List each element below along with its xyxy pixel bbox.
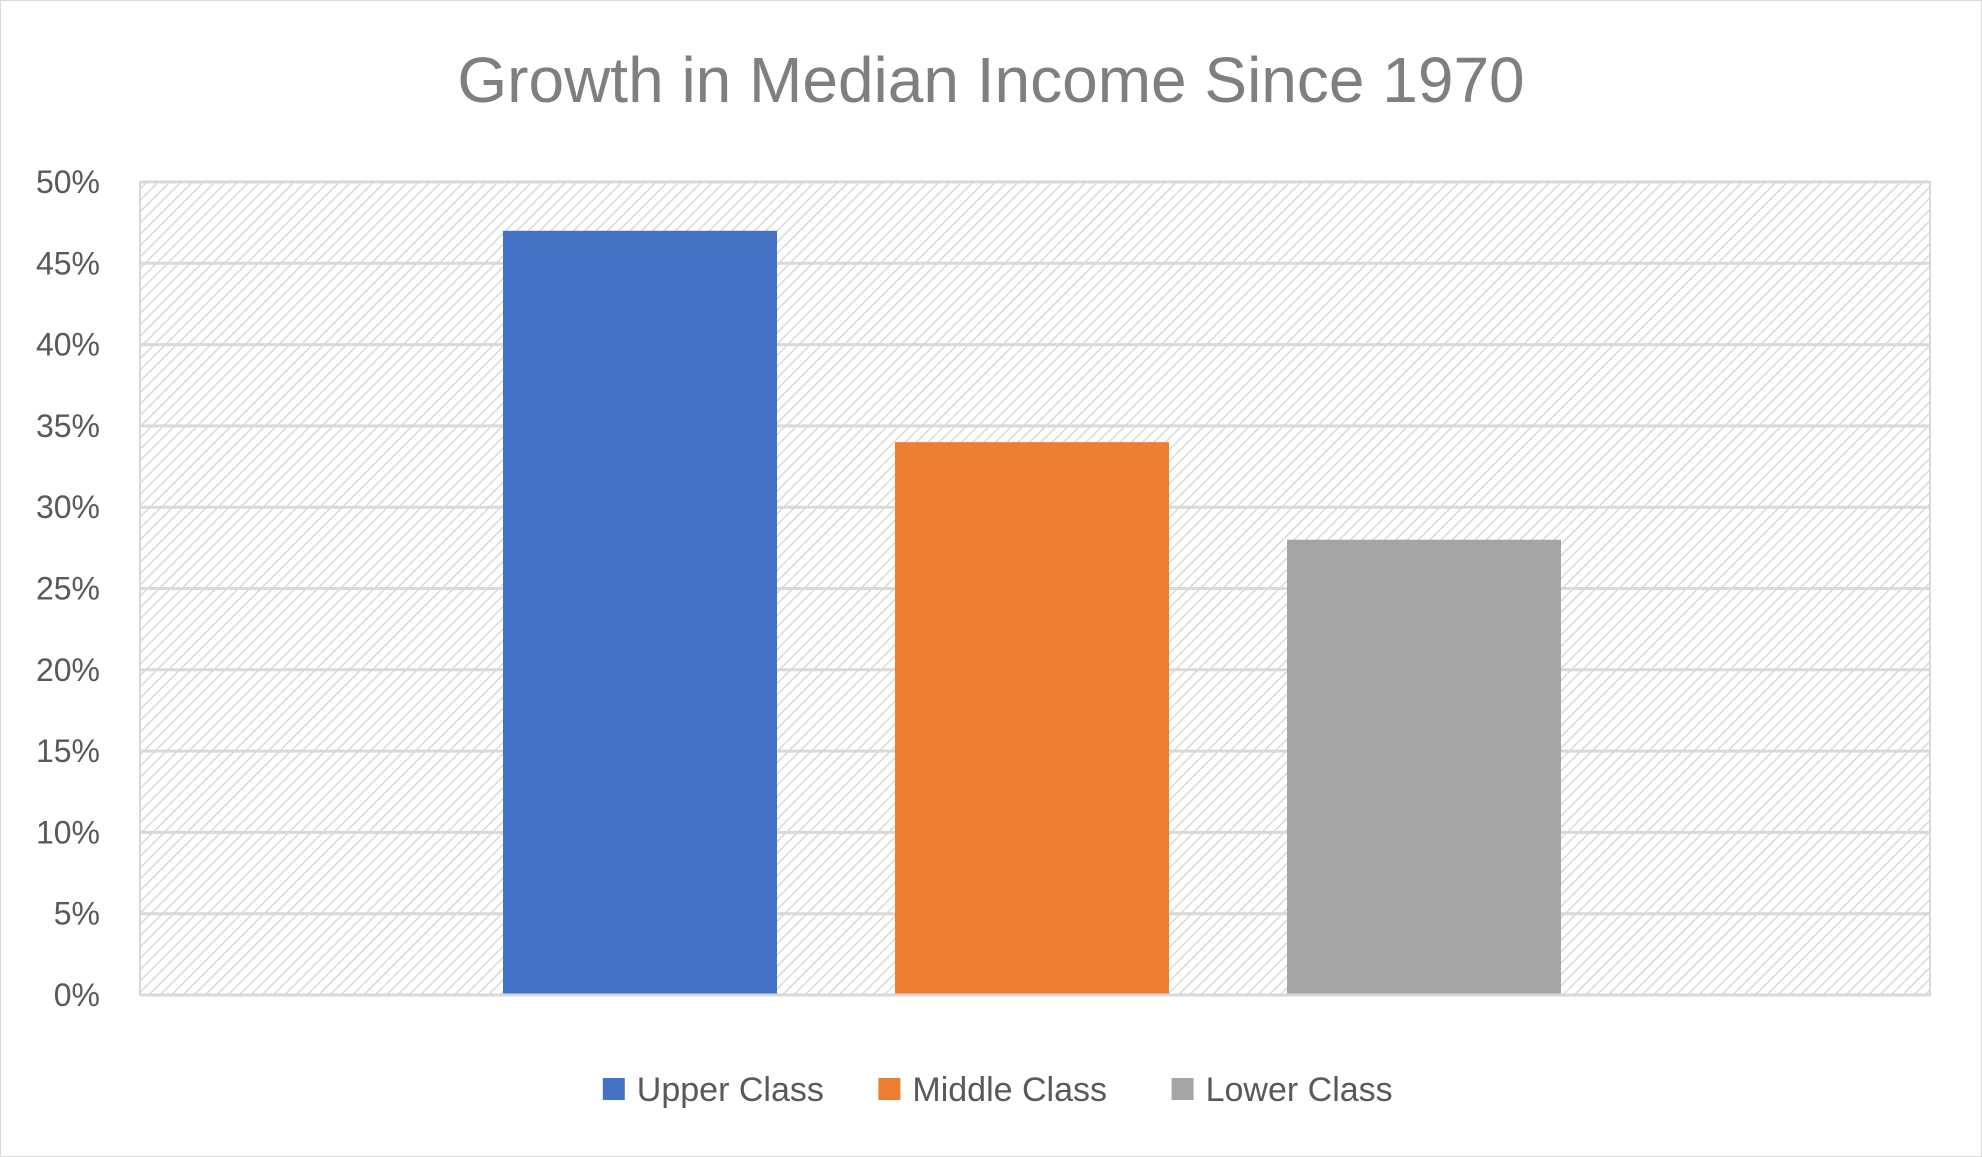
- y-tick-label: 30%: [36, 489, 100, 525]
- bar-middle-class: [895, 442, 1169, 995]
- legend-swatch-middle-class: [878, 1078, 901, 1100]
- legend-label-middle-class: Middle Class: [912, 1071, 1107, 1109]
- y-tick-label: 10%: [36, 814, 100, 850]
- legend: Upper Class Middle Class Lower Class: [602, 1071, 1393, 1109]
- y-tick-label: 0%: [54, 977, 100, 1013]
- y-tick-label: 35%: [36, 408, 100, 444]
- y-tick-label: 15%: [36, 733, 100, 769]
- legend-swatch-upper-class: [602, 1078, 625, 1100]
- y-tick-label: 45%: [36, 245, 100, 281]
- y-tick-label: 5%: [54, 896, 100, 932]
- legend-label-upper-class: Upper Class: [637, 1071, 824, 1109]
- legend-label-lower-class: Lower Class: [1206, 1071, 1393, 1109]
- bar-lower-class: [1287, 539, 1561, 995]
- bars: [503, 230, 1561, 995]
- y-tick-label: 40%: [36, 327, 100, 363]
- bar-upper-class: [503, 230, 777, 995]
- y-tick-label: 50%: [36, 164, 100, 200]
- legend-swatch-lower-class: [1171, 1078, 1194, 1100]
- y-axis-ticks: 0% 5% 10% 15% 20% 25% 30% 35% 40% 45% 50%: [36, 164, 100, 1013]
- chart-title: Growth in Median Income Since 1970: [457, 44, 1524, 116]
- y-tick-label: 25%: [36, 571, 100, 607]
- y-tick-label: 20%: [36, 652, 100, 688]
